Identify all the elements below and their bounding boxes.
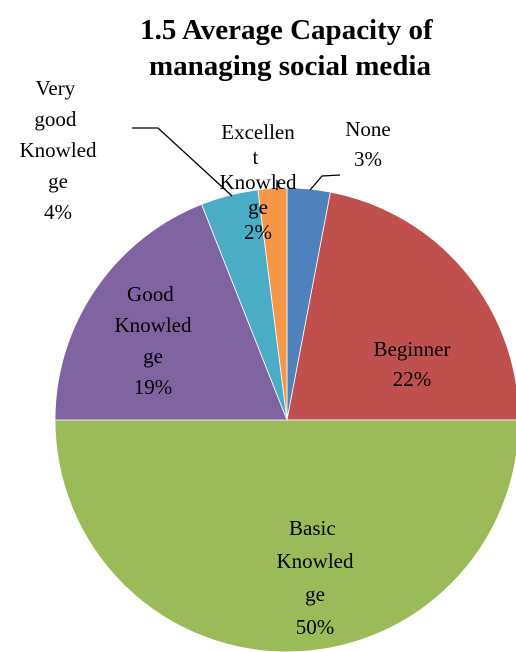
- slice-label: Excellen t Knowled ge: [220, 120, 297, 219]
- slice-label: None: [345, 117, 391, 141]
- pie-slice: [286, 191, 516, 421]
- leader-line: [309, 174, 341, 191]
- chart-title: 1.5 Average Capacity of managing social …: [140, 14, 440, 82]
- pie-slice: [54, 203, 288, 421]
- slice-value-label: 4%: [44, 200, 72, 224]
- pie-slice: [257, 187, 288, 421]
- labels: None 3% Beginner 22% Basic Knowled ge 50% Good …: [20, 76, 451, 639]
- slice-label: Good Knowled ge: [115, 282, 192, 368]
- slice-value-label: 50%: [296, 615, 335, 639]
- leader-line: [132, 127, 233, 197]
- slice-label: Beginner: [374, 337, 451, 361]
- slice-label: Basic Knowled ge: [277, 516, 354, 606]
- slice-label: Very good Knowled ge: [20, 76, 97, 193]
- pie: [54, 187, 516, 652]
- slice-value-label: 3%: [354, 147, 382, 171]
- slice-value-label: 22%: [393, 367, 432, 391]
- pie-slice: [54, 419, 516, 652]
- slice-value-label: 19%: [134, 375, 173, 399]
- slice-value-label: 2%: [244, 220, 272, 244]
